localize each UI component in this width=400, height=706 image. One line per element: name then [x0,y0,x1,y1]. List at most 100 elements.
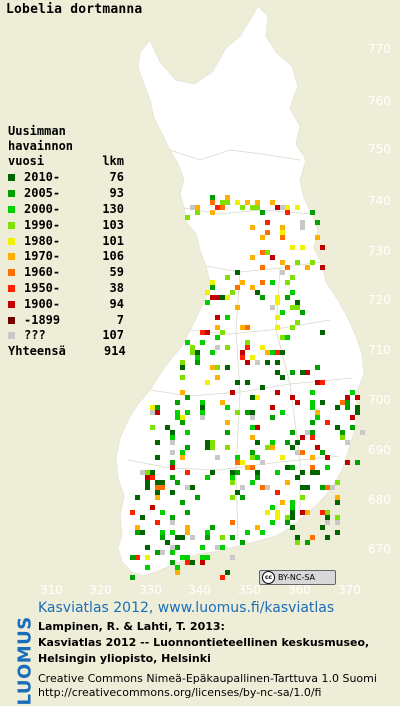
observation-square [310,400,315,405]
observation-square [240,355,245,360]
observation-square [290,245,295,250]
observation-square [230,535,235,540]
legend-header-vuosi: vuosi [8,154,45,168]
observation-square [345,395,350,400]
observation-square [295,540,300,545]
observation-square [230,290,235,295]
observation-square [290,370,295,375]
observation-square [275,300,280,305]
observation-square [350,390,355,395]
observation-square [260,265,265,270]
observation-square [270,520,275,525]
observation-square [310,420,315,425]
legend-swatch [8,190,15,198]
observation-square [260,345,265,350]
observation-square [350,425,355,430]
observation-square [250,205,255,210]
cc-license-badge[interactable]: cc BY-NC-SA [259,570,336,585]
observation-square [205,535,210,540]
observation-square [285,280,290,285]
observation-square [200,415,205,420]
observation-square [285,480,290,485]
observation-square [245,340,250,345]
legend-swatch [8,253,15,261]
observation-square [250,455,255,460]
observation-square [210,210,215,215]
observation-square [150,410,155,415]
observation-square [170,460,175,465]
x-tick: 310 [40,583,63,597]
observation-square [185,215,190,220]
observation-square [275,470,280,475]
observation-square [215,335,220,340]
observation-square [185,470,190,475]
observation-square [305,370,310,375]
observation-square [250,415,255,420]
observation-square [260,385,265,390]
legend-count: 101 [102,233,124,248]
observation-square [140,470,145,475]
observation-square [270,405,275,410]
observation-grid-squares [130,195,365,580]
y-tick: 750 [368,142,391,156]
legend-row: 1970- 106 [8,249,140,265]
observation-square [225,200,230,205]
observation-square [255,205,260,210]
observation-square [180,415,185,420]
observation-square [225,570,230,575]
observation-square [225,445,230,450]
legend: Uusimman havainnon vuosi lkm 2010- 76 2005… [8,124,140,360]
observation-square [145,555,150,560]
observation-square [255,525,260,530]
observation-square [155,495,160,500]
legend-year: -1899 [24,312,61,327]
observation-square [235,410,240,415]
observation-square [210,525,215,530]
kasviatlas-link[interactable]: Kasviatlas 2012, www.luomus.fi/kasviatla… [38,600,335,616]
legend-total-count: 914 [104,343,126,358]
observation-square [295,305,300,310]
observation-square [270,440,275,445]
y-tick: 680 [368,493,391,507]
observation-square [305,485,310,490]
x-tick: 360 [288,583,311,597]
legend-year: 2005- [24,186,61,201]
legend-total: Yhteensä 914 [8,344,140,360]
observation-square [245,325,250,330]
observation-square [170,440,175,445]
distribution-map: Lobelia dortmanna Uusimman havainnon vuo… [6,2,391,597]
observation-square [140,530,145,535]
observation-square [240,205,245,210]
observation-square [210,440,215,445]
legend-header: Uusimman havainnon vuosi lkm [8,124,140,169]
y-tick: 700 [368,393,391,407]
observation-square [345,400,350,405]
observation-square [300,510,305,515]
observation-square [345,440,350,445]
y-tick: 740 [368,194,391,208]
observation-square [175,565,180,570]
observation-square [280,350,285,355]
observation-square [275,205,280,210]
observation-square [230,480,235,485]
observation-square [265,230,270,235]
legend-swatch [8,237,15,245]
observation-square [280,335,285,340]
species-title: Lobelia dortmanna [6,2,143,17]
observation-square [155,455,160,460]
observation-square [250,225,255,230]
observation-square [155,485,160,490]
observation-square [215,295,220,300]
observation-square [145,480,150,485]
observation-square [240,540,245,545]
observation-square [235,490,240,495]
observation-square [315,415,320,420]
observation-square [130,555,135,560]
observation-square [180,535,185,540]
observation-square [260,485,265,490]
observation-square [245,530,250,535]
license-url[interactable]: http://creativecommons.org/licenses/by-n… [38,686,322,699]
observation-square [230,555,235,560]
observation-square [325,520,330,525]
observation-square [310,405,315,410]
